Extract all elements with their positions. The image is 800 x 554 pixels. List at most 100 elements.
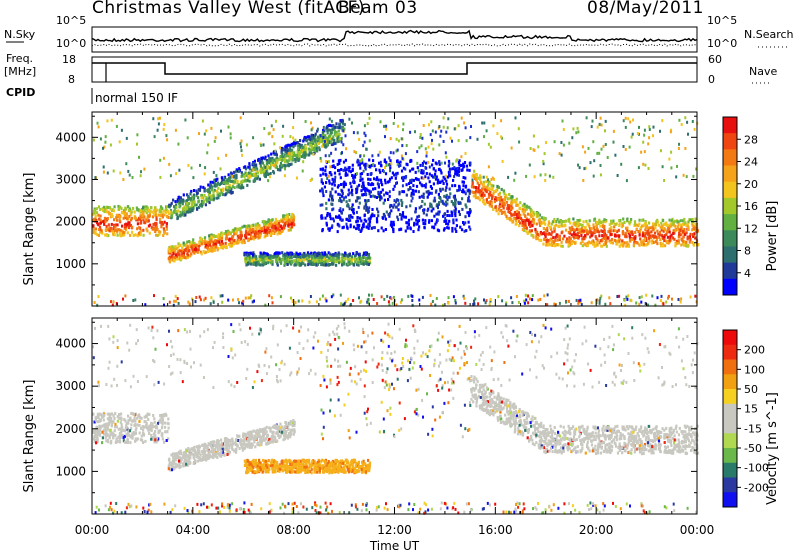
data-cell [508,193,511,196]
data-cell [243,238,246,242]
data-cell [316,129,319,133]
data-cell [102,220,105,224]
scatter-cell [661,165,664,169]
data-cell [660,221,663,225]
data-cell [524,221,527,225]
scatter-cell [671,297,673,301]
scatter-cell [201,119,204,123]
data-cell [347,188,350,192]
data-cell [204,245,207,249]
data-cell [413,221,416,225]
scatter-cell [301,169,304,173]
data-cell [659,241,662,245]
scatter-cell [321,294,324,298]
data-cell [208,243,211,247]
data-cell [454,172,457,176]
scatter-cell [439,134,442,138]
data-cell [441,179,444,183]
data-cell [299,252,302,256]
data-cell [578,228,581,232]
data-cell [663,233,666,237]
scatter-cell [268,294,271,298]
data-cell [309,148,313,152]
data-cell [110,222,113,226]
data-cell [418,206,421,210]
data-cell [145,219,148,223]
data-cell [374,187,377,191]
data-cell [427,189,430,193]
data-cell [686,222,689,226]
scatter-cell [424,147,427,151]
data-cell [300,149,303,153]
data-cell [682,219,685,223]
data-cell [563,234,566,238]
data-cell [642,239,645,243]
data-cell [457,210,461,214]
scatter-cell [600,294,603,298]
data-cell [504,195,507,199]
data-cell [554,235,557,239]
data-cell [326,142,329,146]
data-cell [200,194,203,197]
data-cell [420,176,423,180]
data-cell [396,171,399,175]
data-cell [518,219,521,223]
data-cell [501,204,504,208]
data-cell [168,203,171,207]
data-cell [107,210,110,214]
data-cell [338,199,341,203]
data-cell [350,258,354,262]
data-cell [104,228,107,232]
scatter-cell [251,173,254,177]
data-cell [181,202,184,206]
data-cell [477,186,480,190]
scatter-cell [397,218,400,222]
data-cell [680,223,683,227]
data-cell [251,230,255,234]
data-cell [546,226,549,230]
data-cell [220,176,223,180]
scatter-cell [221,300,224,304]
data-cell [454,205,457,209]
data-cell [111,208,114,212]
data-cell [423,208,426,212]
data-cell [641,218,644,222]
data-cell [422,195,425,199]
scatter-cell [489,145,492,149]
data-cell [171,248,174,252]
data-cell [522,224,525,228]
data-cell [136,222,139,226]
scatter-cell [453,175,456,178]
data-cell [342,198,345,202]
data-cell [169,251,172,255]
data-cell [428,172,431,176]
data-cell [221,193,225,197]
data-cell [598,230,601,234]
scatter-cell [396,163,399,167]
scatter-cell [651,294,654,298]
data-cell [333,183,336,187]
data-cell [207,189,210,193]
data-cell [308,254,311,258]
data-cell [264,254,267,258]
scatter-cell [358,228,361,231]
data-cell [610,237,614,241]
data-cell [432,207,435,211]
data-cell [284,221,287,225]
data-cell [510,202,513,206]
scatter-cell [533,175,536,179]
data-cell [348,260,351,264]
scatter-cell [404,167,407,171]
data-cell [359,179,362,182]
data-cell [105,208,108,212]
data-cell [240,175,243,179]
data-cell [659,244,663,248]
data-cell [329,253,332,257]
data-cell [530,233,533,237]
data-cell [153,209,156,212]
data-cell [283,160,287,164]
scatter-cell [598,122,601,126]
data-cell [650,241,653,245]
data-cell [177,196,180,200]
scatter-cell [385,124,388,128]
